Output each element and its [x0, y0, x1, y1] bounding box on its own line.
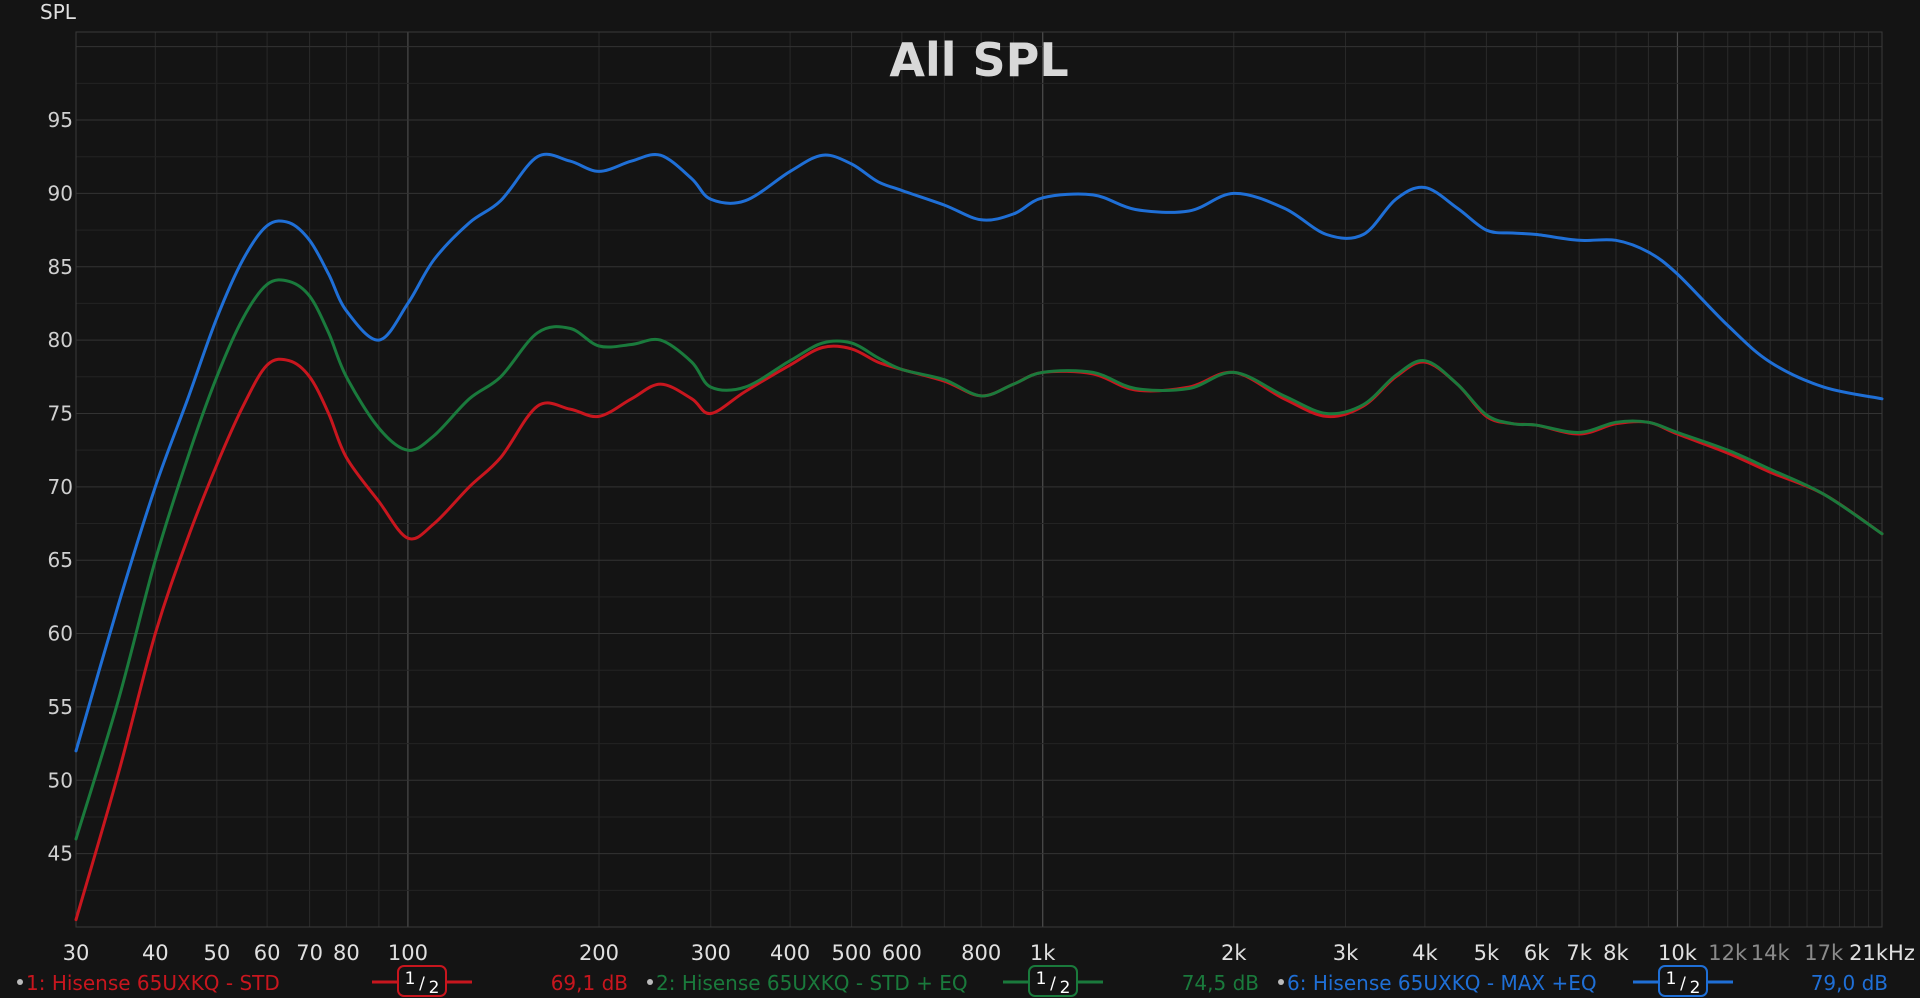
smoothing-box — [397, 965, 447, 997]
x-tick-label: 400 — [770, 941, 810, 965]
x-tick-label: 300 — [691, 941, 731, 965]
y-tick-label: 70 — [48, 475, 73, 499]
x-tick-label: 40 — [142, 941, 169, 965]
y-tick-label: 95 — [48, 108, 73, 132]
x-tick-label: 8k — [1603, 941, 1629, 965]
x-tick-label: 800 — [961, 941, 1001, 965]
x-tick-label: 3k — [1333, 941, 1359, 965]
y-tick-label: 85 — [48, 255, 73, 279]
x-tick-label: 7k — [1566, 941, 1592, 965]
x-tick-label: 14k — [1751, 941, 1791, 965]
y-tick-label: 80 — [48, 328, 73, 352]
x-tick-label: 80 — [333, 941, 360, 965]
smoothing-slash: / — [419, 974, 425, 994]
y-tick-label: 60 — [48, 622, 73, 646]
x-tick-label: 10k — [1658, 941, 1698, 965]
x-tick-label: 1k — [1030, 941, 1056, 965]
x-tick-label: 70 — [296, 941, 323, 965]
smoothing-denominator: 2 — [429, 978, 440, 998]
smoothing-numerator: 1 — [1666, 969, 1677, 989]
legend-value: 74,5 dB — [1182, 971, 1259, 995]
x-tick-label: 12k — [1708, 941, 1748, 965]
x-tick-label: 5k — [1474, 941, 1500, 965]
y-tick-label: 45 — [48, 842, 73, 866]
x-ticks: 30 40 50 60 70 80 100 200 300 400 500 600 800 1k 2k 3k 4… — [63, 941, 1915, 965]
x-tick-label: 2k — [1221, 941, 1247, 965]
y-tick-label: 50 — [48, 768, 73, 792]
smoothing-denominator: 2 — [1690, 978, 1701, 998]
smoothing-box — [1658, 965, 1708, 997]
smoothing-slash: / — [1680, 974, 1686, 994]
x-tick-label: 500 — [832, 941, 872, 965]
x-tick-label: 17k — [1804, 941, 1844, 965]
x-tick-label: 6k — [1524, 941, 1550, 965]
legend-value: 79,0 dB — [1811, 971, 1888, 995]
x-tick-label: 100 — [388, 941, 428, 965]
legend-dot — [647, 979, 653, 985]
x-tick-label: 30 — [63, 941, 90, 965]
smoothing-denominator: 2 — [1060, 978, 1071, 998]
series-line-2 — [74, 278, 1884, 841]
smoothing-numerator: 1 — [1036, 969, 1047, 989]
x-tick-label: 50 — [203, 941, 230, 965]
series-group — [74, 152, 1884, 922]
x-tick-label: 600 — [882, 941, 922, 965]
grid — [75, 31, 1883, 928]
smoothing-numerator: 1 — [405, 969, 416, 989]
legend-dot — [17, 979, 23, 985]
x-tick-label: 4k — [1412, 941, 1438, 965]
legend: 1: Hisense 65UXKQ - STD 1/2 69,1 dB 2: Hise… — [17, 965, 1888, 998]
plot-border — [75, 31, 1883, 928]
x-tick-label: 200 — [579, 941, 619, 965]
smoothing-box — [1028, 965, 1078, 997]
y-tick-label: 75 — [48, 401, 73, 425]
legend-dot — [1278, 979, 1284, 985]
x-tick-label: 21kHz — [1849, 941, 1915, 965]
y-tick-label: 65 — [48, 548, 73, 572]
chart-title: All SPL — [889, 33, 1068, 87]
y-ticks: 45 50 55 60 65 70 75 80 85 90 95 — [48, 108, 73, 866]
legend-series-name: 6: Hisense 65UXKQ - MAX +EQ — [1287, 971, 1597, 995]
y-tick-label: 55 — [48, 695, 73, 719]
legend-series-name: 1: Hisense 65UXKQ - STD — [26, 971, 280, 995]
smoothing-slash: / — [1050, 974, 1056, 994]
legend-series-name: 2: Hisense 65UXKQ - STD + EQ — [656, 971, 968, 995]
y-axis-label: SPL — [40, 0, 77, 24]
y-tick-label: 90 — [48, 181, 73, 205]
series-line-3 — [74, 152, 1884, 753]
x-tick-label: 60 — [254, 941, 281, 965]
legend-value: 69,1 dB — [551, 971, 628, 995]
